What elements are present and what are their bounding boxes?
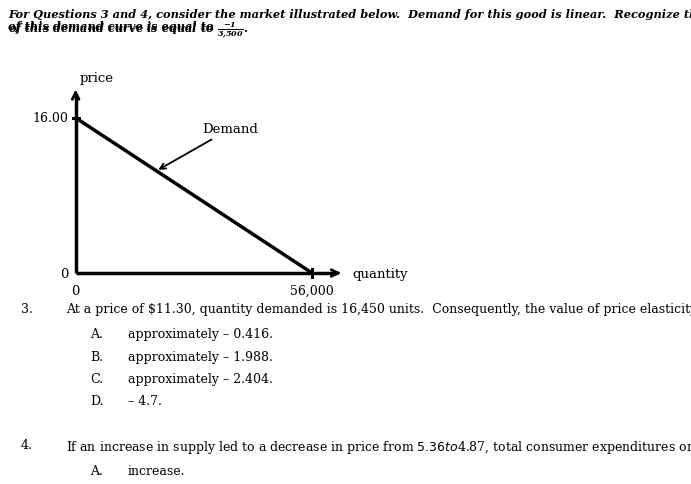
Text: of this demand curve is equal to: of this demand curve is equal to — [8, 21, 218, 32]
Text: 0: 0 — [59, 267, 68, 280]
Text: price: price — [80, 72, 114, 85]
Text: increase.: increase. — [128, 464, 185, 477]
Text: A.: A. — [90, 464, 103, 477]
Text: For Questions 3 and 4, consider the market illustrated below.  Demand for this g: For Questions 3 and 4, consider the mark… — [8, 9, 691, 20]
Text: Demand: Demand — [160, 123, 258, 169]
Text: C.: C. — [90, 372, 103, 385]
Text: approximately – 1.988.: approximately – 1.988. — [128, 350, 273, 363]
Text: – 4.7.: – 4.7. — [128, 394, 162, 408]
Text: If an increase in supply led to a decrease in price from $5.36 to $4.87, total c: If an increase in supply led to a decrea… — [66, 439, 691, 455]
Text: B.: B. — [90, 350, 103, 363]
Text: 4.: 4. — [21, 439, 32, 452]
Text: 16.00: 16.00 — [32, 112, 68, 125]
Text: approximately – 0.416.: approximately – 0.416. — [128, 328, 273, 341]
Text: quantity: quantity — [352, 267, 408, 280]
Text: 56,000: 56,000 — [290, 284, 334, 297]
Text: D.: D. — [90, 394, 104, 408]
Text: At a price of $11.30, quantity demanded is 16,450 units.  Consequently, the valu: At a price of $11.30, quantity demanded … — [66, 302, 691, 316]
Text: A.: A. — [90, 328, 103, 341]
Text: 3.: 3. — [21, 302, 32, 316]
Text: of this demand curve is equal to $\mathregular{\frac{-1}{3{,}500}}$.: of this demand curve is equal to $\mathr… — [8, 21, 249, 41]
Text: 0: 0 — [71, 284, 80, 297]
Text: approximately – 2.404.: approximately – 2.404. — [128, 372, 273, 385]
